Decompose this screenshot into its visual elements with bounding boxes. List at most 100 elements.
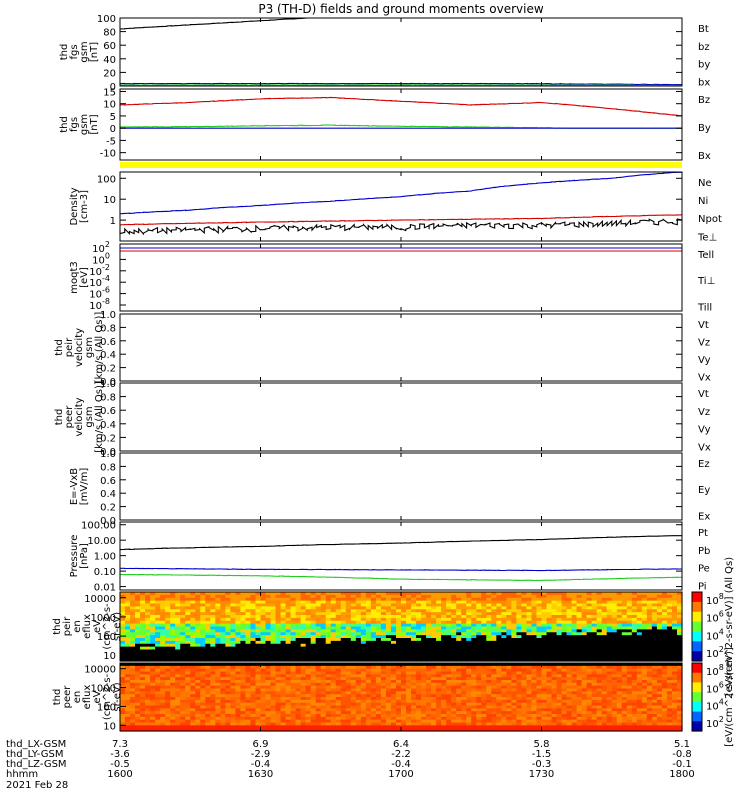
spectrogram-cell	[466, 623, 472, 628]
spectrogram-cell	[511, 658, 518, 662]
spectrogram-cell	[235, 728, 242, 732]
spectrogram-cell	[611, 646, 618, 651]
spectrogram-cell	[310, 609, 317, 613]
spectrogram-cell	[295, 597, 302, 602]
spectrogram-cell	[350, 600, 357, 605]
spectrogram-cell	[280, 697, 287, 701]
spectrogram-cell	[305, 694, 312, 698]
spectrogram-cell	[626, 594, 633, 599]
spectrogram-cell	[486, 609, 492, 613]
spectrogram-cell	[270, 600, 277, 605]
spectrogram-cell	[265, 702, 272, 707]
spectrogram-cell	[380, 708, 387, 712]
colorbar-segment	[692, 641, 702, 652]
spectrogram-cell	[621, 638, 628, 642]
spectrogram-cell	[145, 694, 151, 698]
spectrogram-cell	[596, 620, 603, 625]
spectrogram-cell	[365, 632, 372, 636]
spectrogram-cell	[310, 714, 317, 718]
spectrogram-cell	[140, 716, 146, 721]
spectrogram-cell	[466, 680, 472, 684]
spectrogram-cell	[185, 691, 191, 695]
spectrogram-cell	[426, 722, 432, 726]
spectrogram-cell	[451, 643, 457, 648]
spectrogram-cell	[536, 652, 543, 656]
spectrogram-cell	[185, 728, 191, 732]
spectrogram-cell	[551, 635, 558, 639]
spectrogram-cell	[571, 603, 578, 607]
spectrogram-cell	[511, 716, 518, 721]
spectrogram-cell	[190, 677, 196, 681]
spectrogram-cell	[496, 649, 502, 653]
spectrogram-cell	[456, 671, 462, 675]
spectrogram-cell	[215, 716, 221, 721]
spectrogram-cell	[491, 702, 497, 707]
spectrogram-cell	[245, 606, 252, 610]
spectrogram-cell	[411, 663, 417, 667]
spectrogram-cell	[661, 617, 668, 622]
spectrogram-cell	[671, 652, 678, 656]
spectrogram-cell	[481, 658, 487, 662]
spectrogram-cell	[155, 640, 161, 645]
spectrogram-cell	[451, 719, 457, 724]
spectrogram-cell	[140, 697, 146, 701]
spectrogram-cell	[165, 697, 171, 701]
spectrogram-cell	[235, 609, 242, 613]
panel-frame	[119, 382, 683, 452]
spectrogram-cell	[576, 646, 583, 651]
spectrogram-cell	[350, 671, 357, 675]
spectrogram-cell	[340, 635, 347, 639]
spectrogram-cell	[230, 711, 237, 715]
spectrogram-cell	[160, 708, 166, 712]
spectrogram-cell	[175, 680, 181, 684]
spectrogram-cell	[601, 603, 608, 607]
spectrogram-cell	[325, 652, 332, 656]
spectrogram-cell	[411, 668, 417, 673]
spectrogram-cell	[295, 600, 302, 605]
spectrogram-cell	[646, 592, 653, 596]
spectrogram-cell	[611, 620, 618, 625]
spectrogram-cell	[155, 688, 161, 692]
y-axis-label: [nT]	[89, 114, 100, 134]
spectrogram-cell	[521, 705, 528, 709]
spectrogram-cell	[380, 714, 387, 718]
spectrogram-cell	[380, 691, 387, 695]
spectrogram-cell	[375, 694, 382, 698]
spectrogram-cell	[426, 677, 432, 681]
spectrogram-cell	[631, 603, 638, 607]
spectrogram-cell	[561, 652, 568, 656]
spectrogram-cell	[350, 652, 357, 656]
spectrogram-cell	[370, 697, 377, 701]
spectrogram-cell	[496, 714, 502, 718]
spectrogram-cell	[651, 655, 658, 659]
spectrogram-cell	[631, 620, 638, 625]
spectrogram-cell	[636, 646, 643, 651]
spectrogram-cell	[481, 665, 487, 670]
spectrogram-cell	[526, 674, 533, 678]
spectrogram-cell	[170, 600, 176, 605]
spectrogram-cell	[486, 646, 492, 651]
spectrogram-cell	[526, 655, 533, 659]
spectrogram-cell	[250, 606, 257, 610]
spectrogram-cell	[436, 663, 442, 667]
spectrogram-cell	[195, 655, 201, 659]
spectrogram-cell	[546, 620, 553, 625]
spectrogram-cell	[476, 680, 482, 684]
spectrogram-cell	[290, 603, 297, 607]
spectrogram-cell	[345, 728, 352, 732]
spectrogram-cell	[380, 592, 387, 596]
spectrogram-cell	[451, 623, 457, 628]
spectrogram-cell	[411, 592, 417, 596]
spectrogram-cell	[315, 722, 322, 726]
spectrogram-cell	[335, 725, 342, 729]
spectrogram-cell	[446, 719, 452, 724]
spectrogram-cell	[426, 655, 432, 659]
spectrogram-cell	[611, 617, 618, 622]
spectrogram-cell	[275, 688, 282, 692]
spectrogram-cell	[481, 617, 487, 622]
spectrogram-cell	[365, 699, 372, 704]
spectrogram-cell	[406, 711, 412, 715]
spectrogram-cell	[260, 617, 267, 622]
spectrogram-cell	[370, 719, 377, 724]
